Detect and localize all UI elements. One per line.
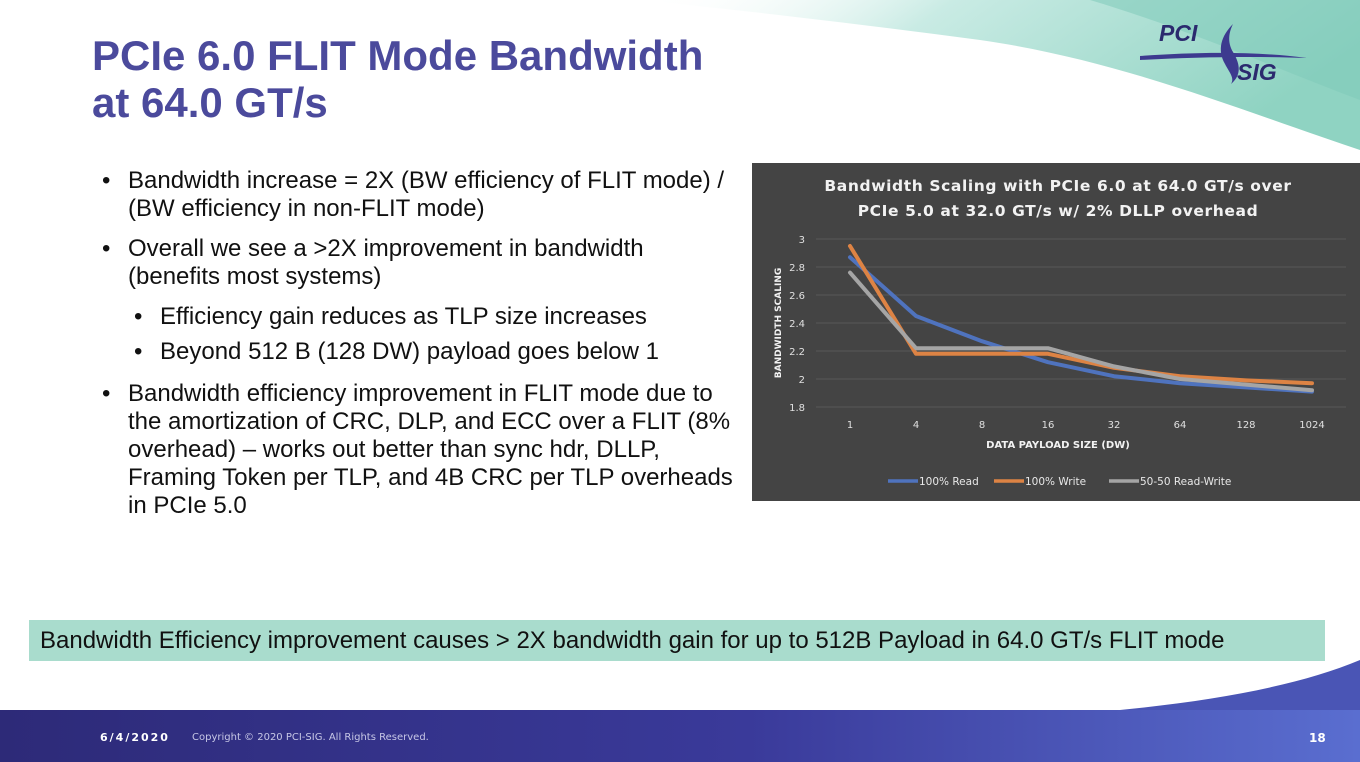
bullet-item: Bandwidth increase = 2X (BW efficiency o… xyxy=(100,167,740,223)
x-tick-label: 16 xyxy=(1042,420,1055,431)
sub-bullet-item: Efficiency gain reduces as TLP size incr… xyxy=(100,303,740,331)
chart-title: PCIe 5.0 at 32.0 GT/s w/ 2% DLLP overhea… xyxy=(858,202,1259,220)
y-tick-label: 2.2 xyxy=(789,347,805,358)
x-tick-label: 8 xyxy=(979,420,985,431)
x-tick-label: 4 xyxy=(913,420,919,431)
x-tick-label: 32 xyxy=(1108,420,1121,431)
slide-title-line-1: PCIe 6.0 FLIT Mode Bandwidth xyxy=(92,32,704,79)
sub-bullet-item: Beyond 512 B (128 DW) payload goes below… xyxy=(100,338,740,366)
x-axis-label: DATA PAYLOAD SIZE (DW) xyxy=(986,440,1130,451)
summary-banner: Bandwidth Efficiency improvement causes … xyxy=(29,620,1325,661)
bullet-item: Overall we see a >2X improvement in band… xyxy=(100,235,740,291)
y-tick-label: 2.6 xyxy=(789,291,805,302)
x-tick-label: 64 xyxy=(1174,420,1187,431)
y-tick-label: 1.8 xyxy=(789,403,805,414)
bullet-item: Bandwidth efficiency improvement in FLIT… xyxy=(100,380,740,520)
footer-copyright: Copyright © 2020 PCI-SIG. All Rights Res… xyxy=(192,732,429,743)
series-line xyxy=(848,244,1314,386)
chart-svg: Bandwidth Scaling with PCIe 6.0 at 64.0 … xyxy=(774,177,1346,488)
pci-sig-logo: PCI SIG xyxy=(1140,20,1307,85)
chart-title: Bandwidth Scaling with PCIe 6.0 at 64.0 … xyxy=(824,177,1291,195)
y-tick-label: 3 xyxy=(799,235,805,246)
y-tick-label: 2.4 xyxy=(789,319,805,330)
y-tick-label: 2 xyxy=(799,375,805,386)
x-tick-label: 128 xyxy=(1236,420,1255,431)
bandwidth-scaling-chart: Bandwidth Scaling with PCIe 6.0 at 64.0 … xyxy=(752,163,1360,501)
x-tick-label: 1 xyxy=(847,420,853,431)
bullet-list: Bandwidth increase = 2X (BW efficiency o… xyxy=(100,167,740,532)
slide-title: PCIe 6.0 FLIT Mode Bandwidth at 64.0 GT/… xyxy=(92,32,703,126)
x-tick-label: 1024 xyxy=(1299,420,1324,431)
footer-date: 6/4/2020 xyxy=(100,731,170,744)
series-line xyxy=(848,255,1314,394)
svg-text:SIG: SIG xyxy=(1237,59,1277,85)
slide-page-number: 18 xyxy=(1309,731,1326,745)
legend-label: 100% Write xyxy=(1025,476,1086,488)
y-axis-label: BANDWIDTH SCALING xyxy=(774,268,784,378)
y-tick-label: 2.8 xyxy=(789,263,805,274)
svg-text:PCI: PCI xyxy=(1159,20,1198,46)
series-line xyxy=(848,270,1314,393)
slide-title-line-2: at 64.0 GT/s xyxy=(92,79,328,126)
legend-label: 50-50 Read-Write xyxy=(1140,476,1231,488)
legend-label: 100% Read xyxy=(919,476,979,488)
